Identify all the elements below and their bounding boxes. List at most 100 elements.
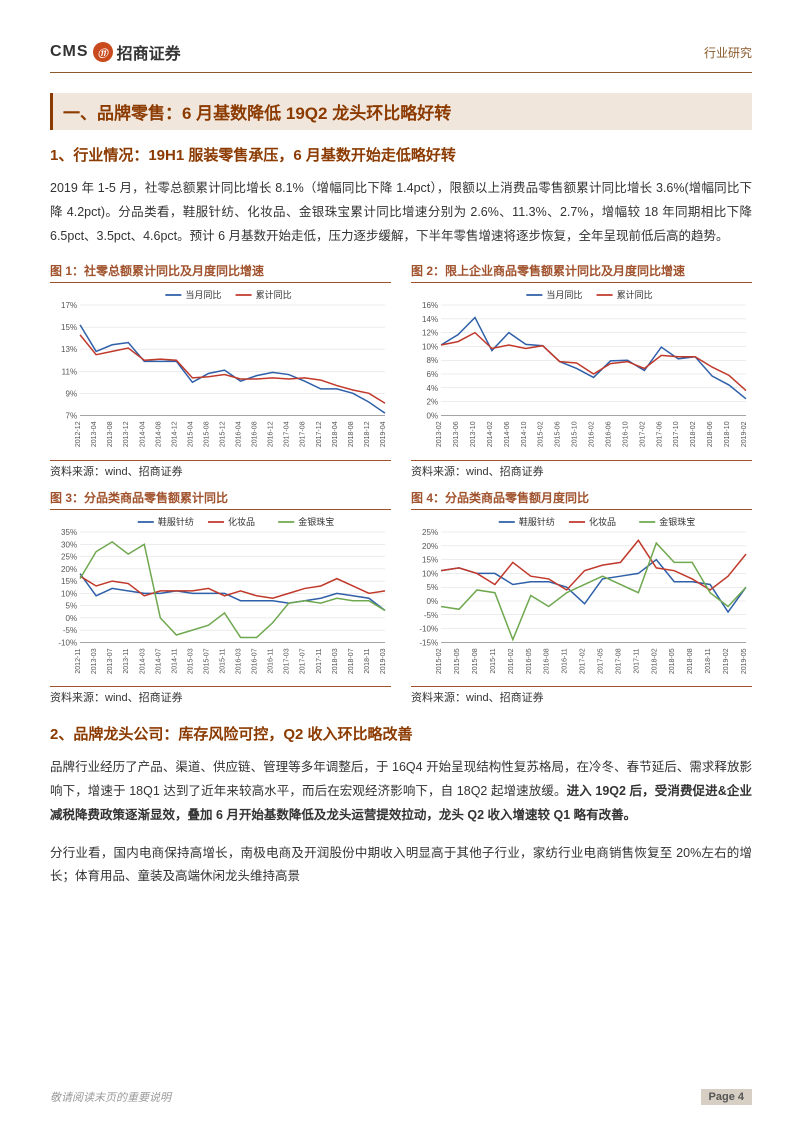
svg-text:2017-05: 2017-05 (598, 648, 605, 674)
svg-text:-5%: -5% (63, 626, 77, 635)
svg-text:2014-03: 2014-03 (139, 648, 146, 674)
svg-text:2018-06: 2018-06 (707, 422, 714, 448)
svg-text:2018-04: 2018-04 (332, 422, 339, 448)
svg-text:2017-02: 2017-02 (639, 422, 646, 448)
svg-text:14%: 14% (422, 315, 438, 324)
svg-text:2015-12: 2015-12 (220, 422, 227, 448)
footer-disclaimer: 敬请阅读末页的重要说明 (50, 1089, 171, 1105)
svg-text:2018-08: 2018-08 (348, 422, 355, 448)
paragraph-sector-breakdown: 分行业看，国内电商保持高增长，南极电商及开润股份中期收入明显高于其他子行业，家纺… (50, 842, 752, 890)
svg-text:2016-05: 2016-05 (526, 648, 533, 674)
svg-text:2015-07: 2015-07 (203, 648, 210, 674)
svg-text:当月同比: 当月同比 (185, 289, 221, 300)
svg-text:累计同比: 累计同比 (617, 289, 653, 300)
svg-text:2017-08: 2017-08 (615, 648, 622, 674)
svg-text:2017-11: 2017-11 (316, 648, 323, 673)
svg-text:25%: 25% (61, 552, 77, 561)
svg-text:2015-08: 2015-08 (203, 422, 210, 448)
svg-text:2016-08: 2016-08 (252, 422, 259, 448)
svg-text:2018-08: 2018-08 (687, 648, 694, 674)
subtitle-industry: 1、行业情况：19H1 服装零售承压，6 月基数开始走低略好转 (50, 144, 752, 165)
svg-text:2018-12: 2018-12 (364, 422, 371, 448)
svg-text:2016-06: 2016-06 (605, 422, 612, 448)
svg-text:9%: 9% (65, 390, 77, 399)
svg-text:2017-12: 2017-12 (316, 422, 323, 448)
svg-text:2018-05: 2018-05 (669, 648, 676, 674)
svg-text:2016-10: 2016-10 (622, 422, 629, 448)
svg-text:2015-04: 2015-04 (187, 422, 194, 448)
svg-text:2019-04: 2019-04 (380, 422, 387, 448)
svg-text:2014-10: 2014-10 (521, 422, 528, 448)
svg-text:12%: 12% (422, 329, 438, 338)
svg-text:15%: 15% (422, 555, 438, 564)
svg-text:-15%: -15% (419, 638, 438, 647)
svg-text:2013-07: 2013-07 (107, 648, 114, 674)
svg-text:2019-03: 2019-03 (380, 648, 387, 674)
svg-text:7%: 7% (65, 412, 77, 421)
svg-text:2017-03: 2017-03 (284, 648, 291, 674)
svg-text:2018-02: 2018-02 (651, 648, 658, 674)
figure-3-chart: 鞋服针纺化妆品金银珠宝-10%-5%0%5%10%15%20%25%30%35%… (50, 514, 391, 685)
svg-text:2014-07: 2014-07 (155, 648, 162, 674)
svg-text:2015-08: 2015-08 (472, 648, 479, 674)
svg-text:当月同比: 当月同比 (546, 289, 582, 300)
svg-text:2014-06: 2014-06 (504, 422, 511, 448)
svg-text:20%: 20% (422, 542, 438, 551)
svg-text:2013-08: 2013-08 (107, 422, 114, 448)
svg-text:0%: 0% (426, 597, 438, 606)
svg-text:2016-08: 2016-08 (544, 648, 551, 674)
paragraph-industry: 2019 年 1-5 月，社零总额累计同比增长 8.1%（增幅同比下降 1.4p… (50, 177, 752, 248)
svg-text:2015-11: 2015-11 (490, 648, 497, 673)
figure-2-chart: 当月同比累计同比0%2%4%6%8%10%12%14%16%2013-02201… (411, 287, 752, 458)
svg-text:2015-03: 2015-03 (187, 648, 194, 674)
svg-text:-5%: -5% (424, 611, 438, 620)
logo-cms-text: CMS (50, 43, 89, 61)
svg-text:2014-12: 2014-12 (171, 422, 178, 448)
svg-text:金银珠宝: 金银珠宝 (298, 516, 334, 527)
page-header: CMS ⑪ 招商证券 行业研究 (50, 40, 752, 73)
svg-text:2017-10: 2017-10 (673, 422, 680, 448)
svg-text:2012-12: 2012-12 (75, 422, 82, 448)
figure-1-chart: 当月同比累计同比7%9%11%13%15%17%2012-122013-0420… (50, 287, 391, 458)
svg-text:2017-07: 2017-07 (300, 648, 307, 674)
figure-3-title: 图 3：分品类商品零售额累计同比 (50, 489, 391, 510)
svg-text:2018-10: 2018-10 (724, 422, 731, 448)
logo: CMS ⑪ 招商证券 (50, 40, 181, 64)
svg-text:11%: 11% (62, 368, 77, 377)
svg-text:2016-11: 2016-11 (268, 648, 275, 673)
svg-text:5%: 5% (426, 583, 438, 592)
svg-text:6%: 6% (426, 370, 438, 379)
svg-text:2016-02: 2016-02 (589, 422, 596, 448)
svg-text:35%: 35% (61, 528, 77, 537)
page-footer: 敬请阅读末页的重要说明 Page 4 (50, 1089, 752, 1105)
svg-text:5%: 5% (65, 601, 77, 610)
svg-text:2018-07: 2018-07 (348, 648, 355, 674)
content-body: 一、品牌零售：6 月基数降低 19Q2 龙头环比略好转 1、行业情况：19H1 … (50, 93, 752, 889)
footer-page-number: Page 4 (701, 1089, 752, 1105)
svg-text:鞋服针纺: 鞋服针纺 (519, 516, 555, 527)
logo-cn-text: 招商证券 (117, 40, 181, 64)
svg-text:10%: 10% (422, 569, 438, 578)
svg-text:2017-08: 2017-08 (300, 422, 307, 448)
svg-text:2016-12: 2016-12 (268, 422, 275, 448)
svg-text:2013-04: 2013-04 (91, 422, 98, 448)
svg-text:2%: 2% (426, 398, 438, 407)
svg-text:2016-02: 2016-02 (508, 648, 515, 674)
svg-text:0%: 0% (65, 614, 77, 623)
svg-text:16%: 16% (422, 301, 438, 310)
svg-text:2013-03: 2013-03 (91, 648, 98, 674)
figure-4-chart: 鞋服针纺化妆品金银珠宝-15%-10%-5%0%5%10%15%20%25%20… (411, 514, 752, 685)
svg-text:-10%: -10% (58, 638, 77, 647)
svg-text:2015-11: 2015-11 (220, 648, 227, 673)
svg-text:化妆品: 化妆品 (589, 516, 616, 527)
svg-text:2018-11: 2018-11 (364, 648, 371, 673)
svg-text:10%: 10% (61, 589, 77, 598)
svg-text:2013-02: 2013-02 (436, 422, 443, 448)
paragraph-brand-leaders: 品牌行业经历了产品、渠道、供应链、管理等多年调整后，于 16Q4 开始呈现结构性… (50, 756, 752, 827)
svg-text:0%: 0% (426, 412, 438, 421)
svg-text:2018-03: 2018-03 (332, 648, 339, 674)
logo-circle-icon: ⑪ (93, 42, 113, 62)
svg-text:2014-04: 2014-04 (139, 422, 146, 448)
charts-grid: 图 1：社零总额累计同比及月度同比增速 当月同比累计同比7%9%11%13%15… (50, 262, 752, 705)
figure-3: 图 3：分品类商品零售额累计同比 鞋服针纺化妆品金银珠宝-10%-5%0%5%1… (50, 489, 391, 706)
